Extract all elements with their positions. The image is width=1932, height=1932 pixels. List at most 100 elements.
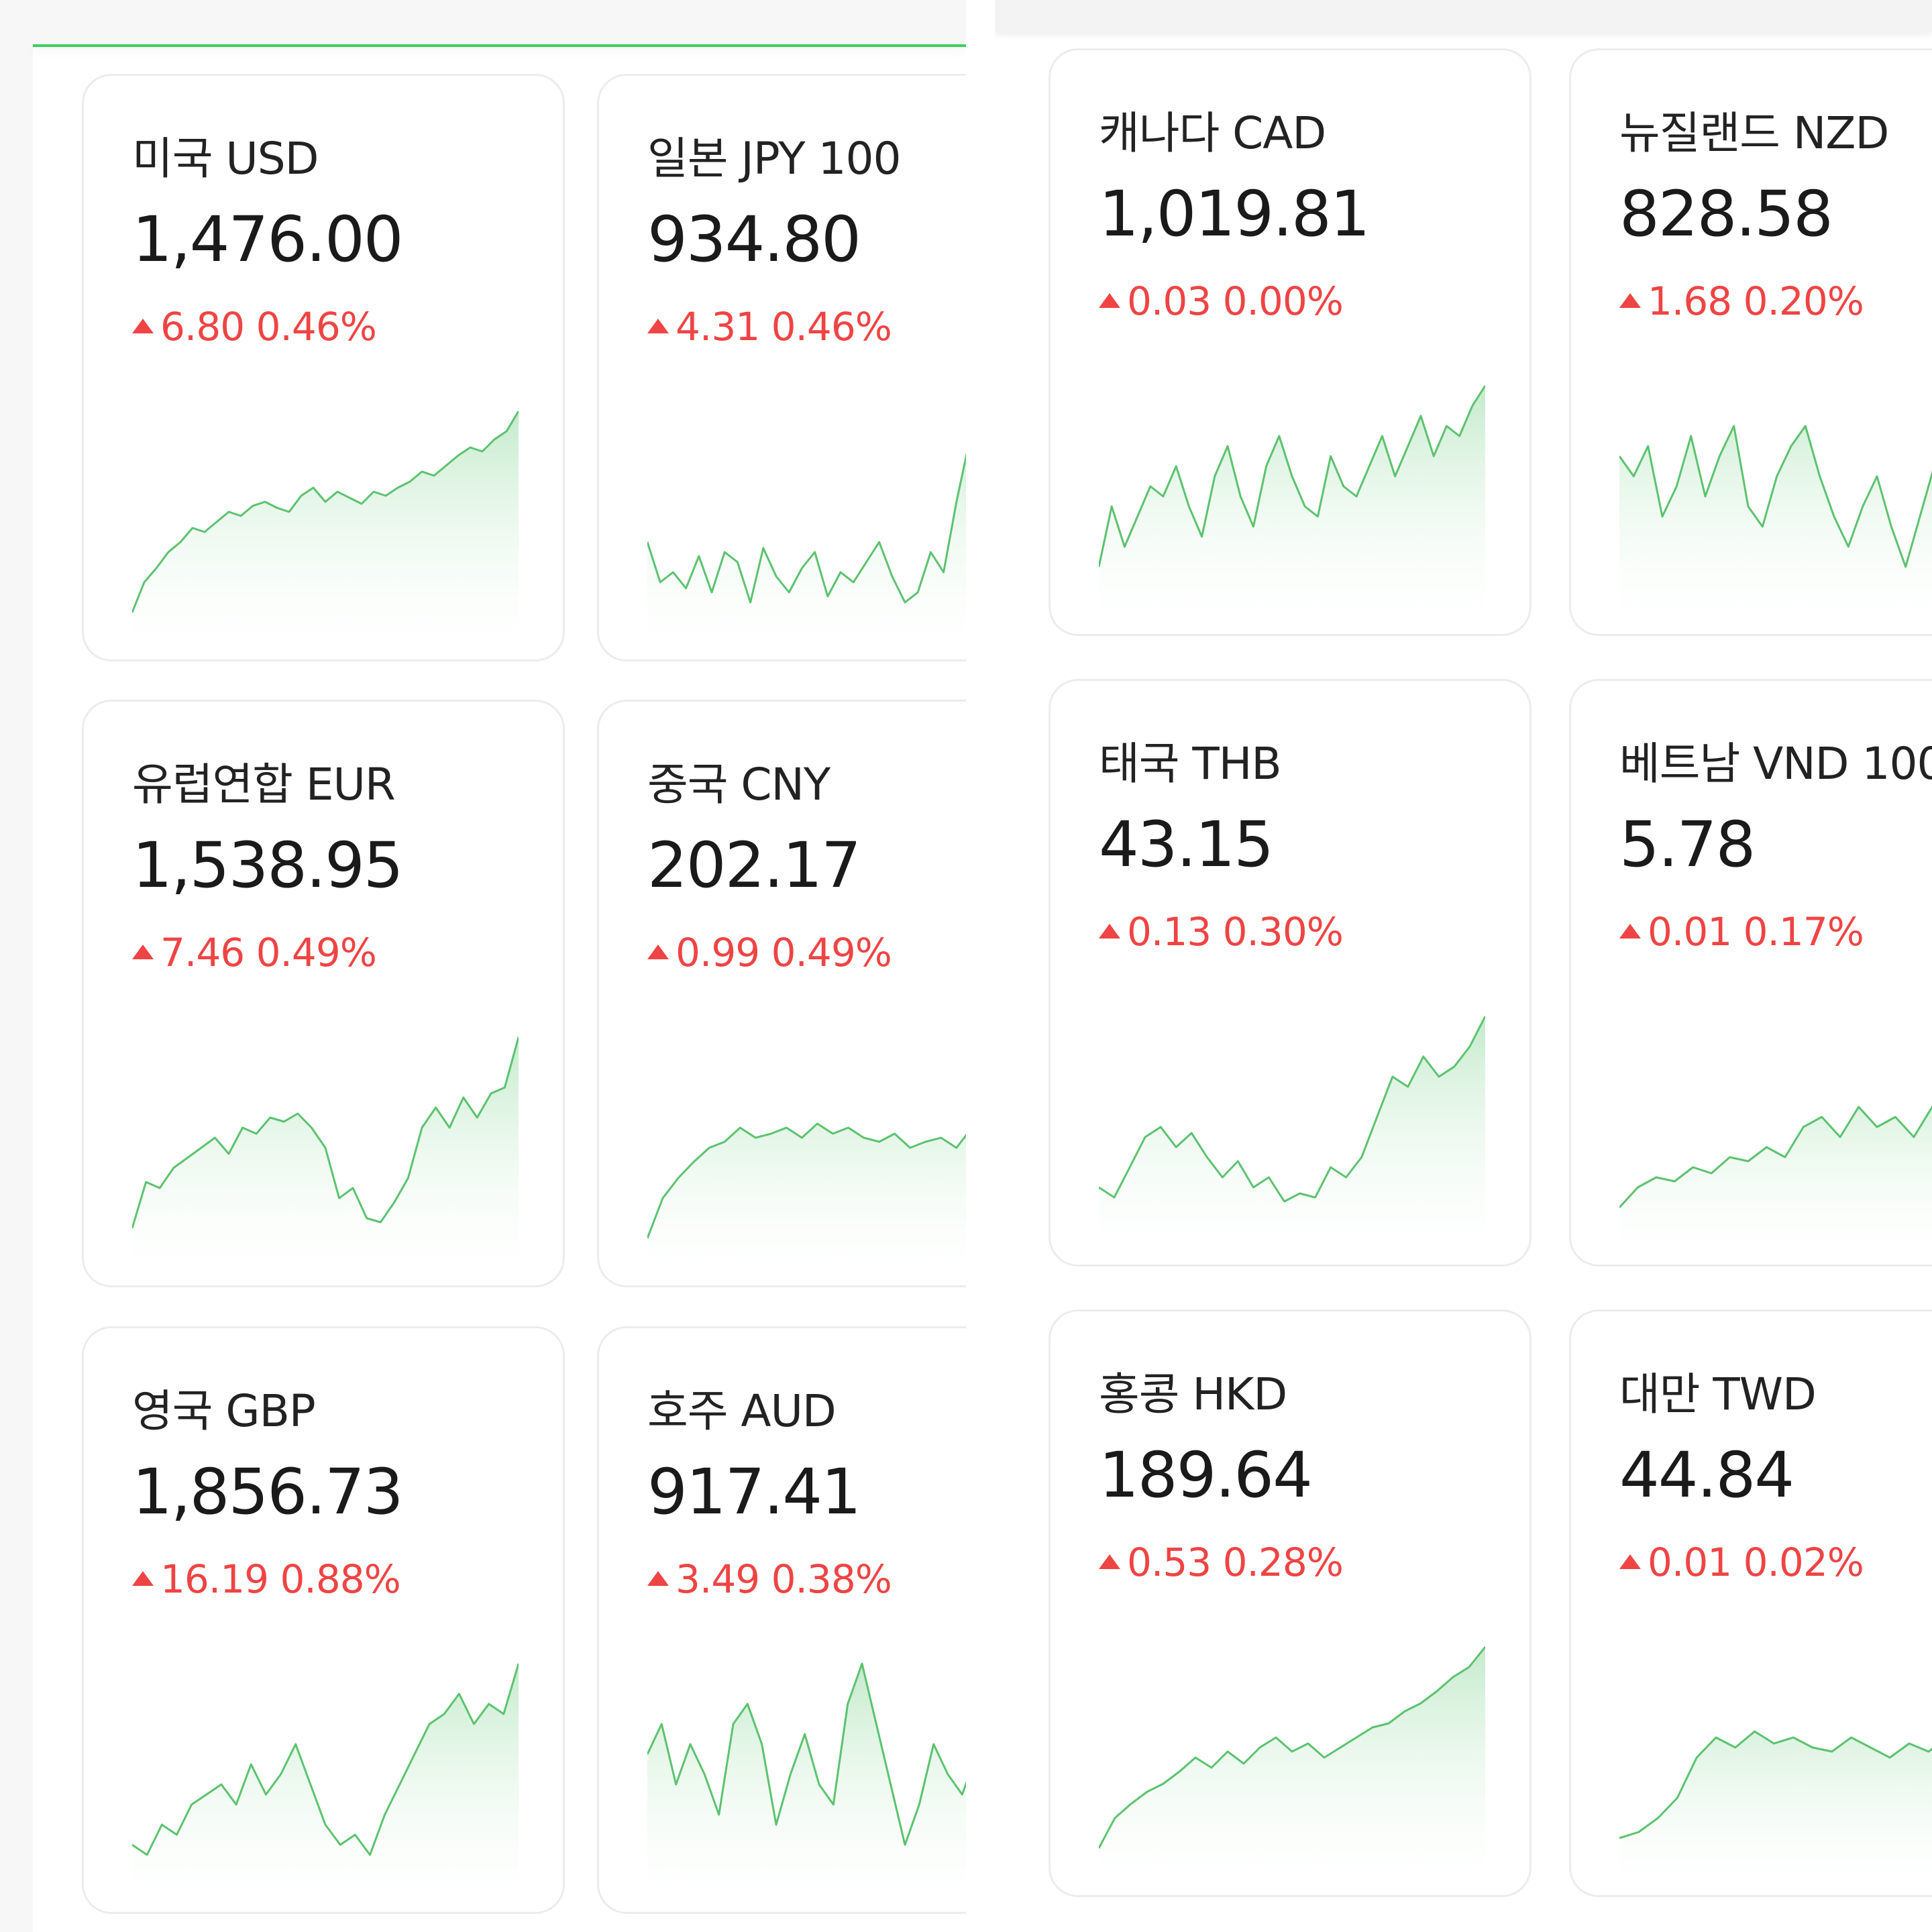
sparkline-chart (1619, 1106, 1932, 1265)
currency-card-eur[interactable]: 유럽연합 EUR 1,538.95 7.46 0.49% (82, 700, 565, 1287)
change-text: 16.19 0.88% (160, 1556, 401, 1602)
change-text: 0.13 0.30% (1127, 909, 1344, 955)
sparkline-area (1619, 1731, 1932, 1895)
sparkline-line (1099, 1016, 1485, 1203)
sparkline-chart (647, 1122, 966, 1285)
exchange-rate: 189.64 (1099, 1439, 1313, 1512)
currency-card-vnd[interactable]: 베트남 VND 100 5.78 0.01 0.17% (1569, 679, 1932, 1267)
currency-name: 베트남 VND 100 (1619, 738, 1932, 790)
rate-change: 1.68 0.20% (1619, 278, 1864, 324)
currency-card-thb[interactable]: 태국 THB 43.15 0.13 0.30% (1049, 679, 1532, 1267)
change-text: 3.49 0.38% (676, 1556, 892, 1602)
currency-card-cny[interactable]: 중국 CNY 202.17 0.99 0.49% (597, 700, 966, 1287)
sparkline-chart (1099, 1646, 1485, 1895)
exchange-rate: 934.80 (647, 203, 861, 276)
currency-name: 캐나다 CAD (1099, 107, 1326, 159)
sparkline-area (1619, 1107, 1932, 1265)
sparkline-line (647, 452, 966, 604)
sparkline-chart (132, 1663, 519, 1912)
exchange-rate: 828.58 (1619, 178, 1833, 251)
exchange-rate: 1,856.73 (132, 1456, 404, 1529)
sparkline-chart (132, 1036, 519, 1285)
currency-name: 홍콩 HKD (1099, 1368, 1287, 1420)
sparkline-line (1619, 1106, 1932, 1209)
sparkline-area (647, 1664, 966, 1912)
currency-card-nzd[interactable]: 뉴질랜드 NZD 828.58 1.68 0.20% (1569, 48, 1932, 636)
currency-card-usd[interactable]: 미국 USD 1,476.00 6.80 0.46% (82, 74, 565, 661)
sparkline-area (1099, 386, 1485, 634)
up-triangle-icon (1619, 924, 1641, 938)
sparkline-line (132, 1663, 519, 1856)
sparkline-line (132, 411, 519, 613)
currency-name: 태국 THB (1099, 738, 1282, 790)
rate-change: 7.46 0.49% (132, 930, 377, 975)
currency-card-twd[interactable]: 대만 TWD 44.84 0.01 0.02% (1569, 1309, 1932, 1897)
change-text: 7.46 0.49% (160, 930, 377, 975)
currency-name: 유럽연합 EUR (132, 759, 396, 810)
sparkline-chart (1619, 1730, 1932, 1895)
up-triangle-icon (647, 1571, 669, 1586)
sparkline-area (647, 457, 966, 659)
change-text: 6.80 0.46% (160, 304, 377, 350)
rate-change: 0.99 0.49% (647, 930, 892, 975)
rate-change: 0.13 0.30% (1099, 909, 1344, 955)
sparkline-line (1619, 425, 1932, 568)
sparkline-chart (1099, 1016, 1485, 1265)
up-triangle-icon (647, 945, 669, 959)
currency-name: 호주 AUD (647, 1385, 837, 1437)
change-text: 0.01 0.02% (1648, 1540, 1864, 1585)
sparkline-chart (1099, 385, 1485, 634)
up-triangle-icon (132, 1571, 154, 1586)
rate-change: 6.80 0.46% (132, 304, 377, 350)
sparkline-area (1099, 1016, 1485, 1265)
active-tab-indicator (33, 44, 966, 47)
currency-name: 미국 USD (132, 133, 319, 184)
up-triangle-icon (1099, 293, 1120, 308)
exchange-rate: 1,538.95 (132, 829, 404, 902)
up-triangle-icon (132, 945, 154, 959)
sparkline-area (1619, 426, 1932, 634)
change-text: 0.53 0.28% (1127, 1540, 1344, 1585)
sparkline-area (1099, 1647, 1485, 1895)
sparkline-area (132, 1037, 519, 1285)
sparkline-chart (1619, 425, 1932, 634)
rate-change: 0.53 0.28% (1099, 1540, 1344, 1585)
up-triangle-icon (132, 319, 154, 333)
change-text: 0.01 0.17% (1648, 909, 1864, 955)
rate-change: 16.19 0.88% (132, 1556, 401, 1602)
rate-change: 0.01 0.02% (1619, 1540, 1864, 1585)
exchange-rate: 43.15 (1099, 808, 1274, 881)
exchange-rate: 917.41 (647, 1456, 861, 1529)
exchange-rate-panel-right: 캐나다 CAD 1,019.81 0.03 0.00% 뉴질랜드 NZD 828… (995, 0, 1932, 1932)
up-triangle-icon (1619, 293, 1641, 308)
sparkline-line (647, 1122, 966, 1239)
exchange-rate: 1,476.00 (132, 203, 404, 276)
change-text: 0.99 0.49% (676, 930, 892, 975)
up-triangle-icon (1099, 1554, 1120, 1569)
change-text: 0.03 0.00% (1127, 278, 1344, 324)
currency-card-cad[interactable]: 캐나다 CAD 1,019.81 0.03 0.00% (1049, 48, 1532, 636)
exchange-rate-panel-left: 미국 USD 1,476.00 6.80 0.46% 일본 JPY 100 93… (33, 44, 966, 1914)
change-text: 4.31 0.46% (676, 304, 892, 350)
up-triangle-icon (647, 319, 669, 333)
exchange-rate: 1,019.81 (1099, 178, 1371, 251)
change-text: 1.68 0.20% (1648, 278, 1864, 324)
sparkline-line (647, 1662, 966, 1846)
sparkline-area (132, 411, 519, 659)
currency-card-jpy[interactable]: 일본 JPY 100 934.80 4.31 0.46% (597, 74, 966, 661)
currency-name: 중국 CNY (647, 759, 830, 810)
currency-name: 대만 TWD (1619, 1368, 1817, 1420)
currency-name: 영국 GBP (132, 1385, 316, 1437)
top-bar (995, 0, 1932, 32)
currency-name: 일본 JPY 100 (647, 133, 902, 184)
exchange-rate: 202.17 (647, 829, 861, 902)
currency-card-aud[interactable]: 호주 AUD 917.41 3.49 0.38% (597, 1326, 966, 1914)
up-triangle-icon (1619, 1554, 1641, 1569)
currency-card-hkd[interactable]: 홍콩 HKD 189.64 0.53 0.28% (1049, 1309, 1532, 1897)
sparkline-chart (132, 411, 519, 659)
currency-card-gbp[interactable]: 영국 GBP 1,856.73 16.19 0.88% (82, 1326, 565, 1914)
rate-change: 0.01 0.17% (1619, 909, 1864, 955)
currency-name: 뉴질랜드 NZD (1619, 107, 1889, 159)
exchange-rate: 5.78 (1619, 808, 1756, 881)
sparkline-line (1619, 1730, 1932, 1839)
